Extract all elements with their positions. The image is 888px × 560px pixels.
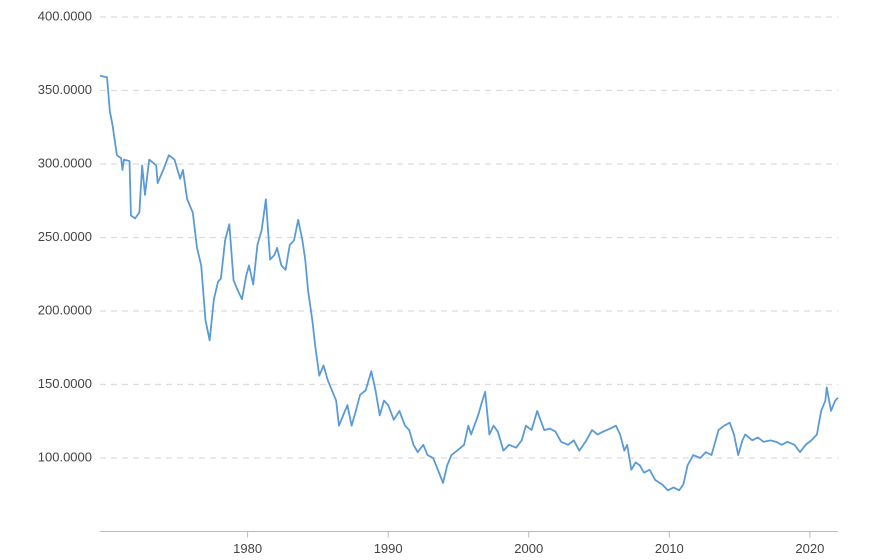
- y-tick-label: 200.0000: [38, 302, 92, 317]
- y-tick-label: 400.0000: [38, 8, 92, 23]
- y-tick-label: 300.0000: [38, 155, 92, 170]
- y-tick-label: 350.0000: [38, 82, 92, 97]
- x-tick-label: 1980: [233, 541, 262, 556]
- x-tick-label: 2020: [795, 541, 824, 556]
- price-line: [99, 74, 839, 492]
- x-tick-label: 1990: [374, 541, 403, 556]
- y-tick-label: 150.0000: [38, 376, 92, 391]
- y-tick-label: 100.0000: [38, 449, 92, 464]
- x-tick-label: 2000: [514, 541, 543, 556]
- y-tick-label: 250.0000: [38, 229, 92, 244]
- x-tick-label: 2010: [655, 541, 684, 556]
